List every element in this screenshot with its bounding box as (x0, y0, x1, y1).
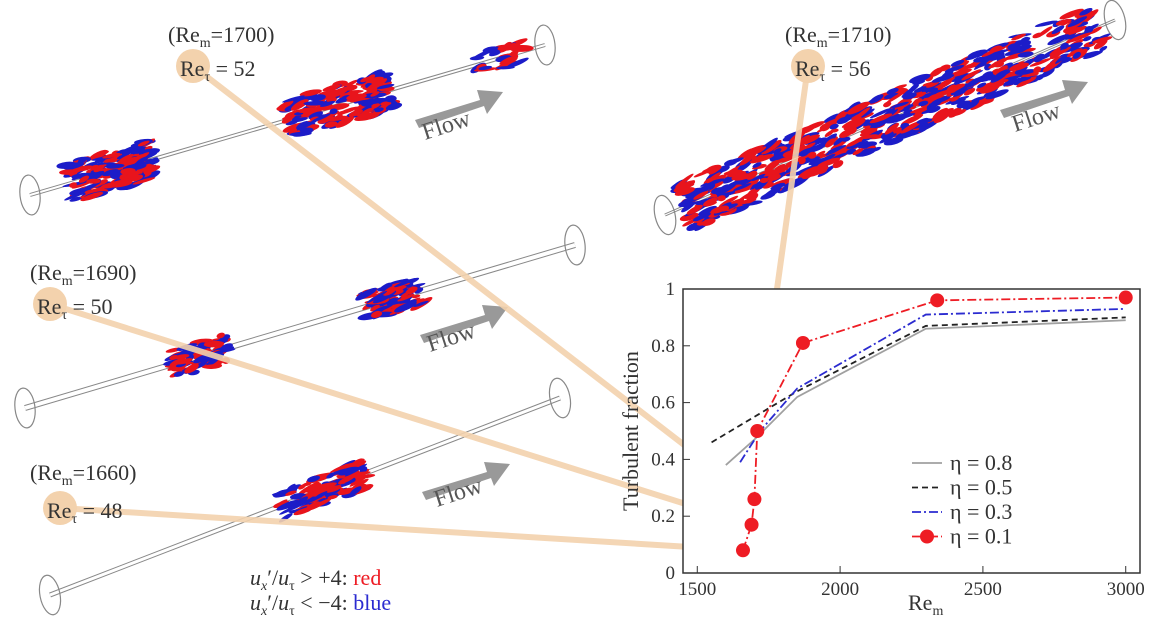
label-part: =1710) (828, 22, 892, 47)
flow-label: Flow (419, 106, 475, 146)
y-tick-label: 0 (666, 563, 676, 584)
flow-label: Flow (424, 318, 480, 358)
y-axis-label: Turbulent fraction (618, 351, 643, 511)
label-part: Re (908, 590, 932, 615)
label-sub: m (932, 604, 943, 619)
label-part: Re (37, 294, 61, 319)
label-part: (Re (30, 460, 62, 485)
retau-label: Reτ = 50 (37, 294, 113, 323)
retau-label: Reτ = 48 (47, 498, 123, 527)
leader-line (60, 508, 743, 550)
legend-label: η = 0.8 (950, 450, 1012, 475)
reynolds-label: (Rem=1690) (30, 260, 136, 289)
caption-part: u (278, 590, 289, 615)
label-sub: m (62, 474, 73, 489)
reynolds-label: (Rem=1660) (30, 460, 136, 489)
caption-part: u (250, 565, 261, 590)
data-point (750, 424, 764, 438)
label-part: (Re (168, 22, 200, 47)
label-sub: m (62, 274, 73, 289)
caption-part: u (250, 590, 261, 615)
data-point (796, 336, 810, 350)
label-part: Re (795, 56, 819, 81)
label-part: = 56 (825, 56, 870, 81)
x-tick-label: 2500 (964, 579, 1002, 600)
caption-part: u (278, 565, 289, 590)
caption-blue: blue (353, 590, 391, 615)
label-part: Re (180, 56, 204, 81)
x-tick-label: 1500 (678, 579, 716, 600)
y-tick-label: 0.6 (651, 393, 675, 414)
label-part: =1660) (73, 460, 137, 485)
flow-label: Flow (1009, 98, 1065, 138)
label-part: =1690) (73, 260, 137, 285)
label-part: = 52 (210, 56, 255, 81)
label-part: Re (47, 498, 71, 523)
legend-label: η = 0.1 (950, 524, 1012, 549)
label-part: = 50 (67, 294, 112, 319)
data-point (747, 492, 761, 506)
retau-label: Reτ = 56 (795, 56, 871, 85)
reynolds-label: (Rem=1710) (785, 22, 891, 51)
label-sub: m (200, 36, 211, 51)
figure: (Rem=1700)Reτ = 52Flow(Rem=1690)Reτ = 50… (0, 0, 1161, 619)
x-tick-label: 3000 (1107, 579, 1145, 600)
data-point (745, 518, 759, 532)
label-part: (Re (30, 260, 62, 285)
caption-red: red (353, 565, 381, 590)
flow-label: Flow (431, 473, 487, 513)
caption-part: > +4: (295, 565, 353, 590)
label-part: (Re (785, 22, 817, 47)
retau-label: Reτ = 52 (180, 56, 256, 85)
chart: 0 0.2 0.4 0.6 0.8 1 1500 2000 2500 3000 Turbulent … (618, 279, 1145, 619)
data-point (1119, 291, 1133, 305)
y-tick-label: 0.4 (651, 449, 675, 470)
legend-label: η = 0.3 (950, 499, 1012, 524)
label-part: =1700) (211, 22, 275, 47)
data-point (736, 543, 750, 557)
data-point (930, 293, 944, 307)
label-sub: m (817, 36, 828, 51)
caption-part: < −4: (295, 590, 353, 615)
legend-label: η = 0.5 (950, 475, 1012, 500)
caption-line: ux′/uτ < −4: blue (250, 590, 391, 619)
x-tick-label: 2000 (821, 579, 859, 600)
label-part: = 48 (77, 498, 122, 523)
caption: ux′/uτ > +4: red ux′/uτ < −4: blue (250, 565, 391, 619)
y-tick-label: 1 (666, 279, 676, 300)
reynolds-label: (Rem=1700) (168, 22, 274, 51)
y-tick-label: 0.8 (651, 336, 675, 357)
x-axis-label: Rem (908, 590, 943, 619)
legend-marker (920, 530, 934, 544)
y-tick-label: 0.2 (651, 506, 675, 527)
